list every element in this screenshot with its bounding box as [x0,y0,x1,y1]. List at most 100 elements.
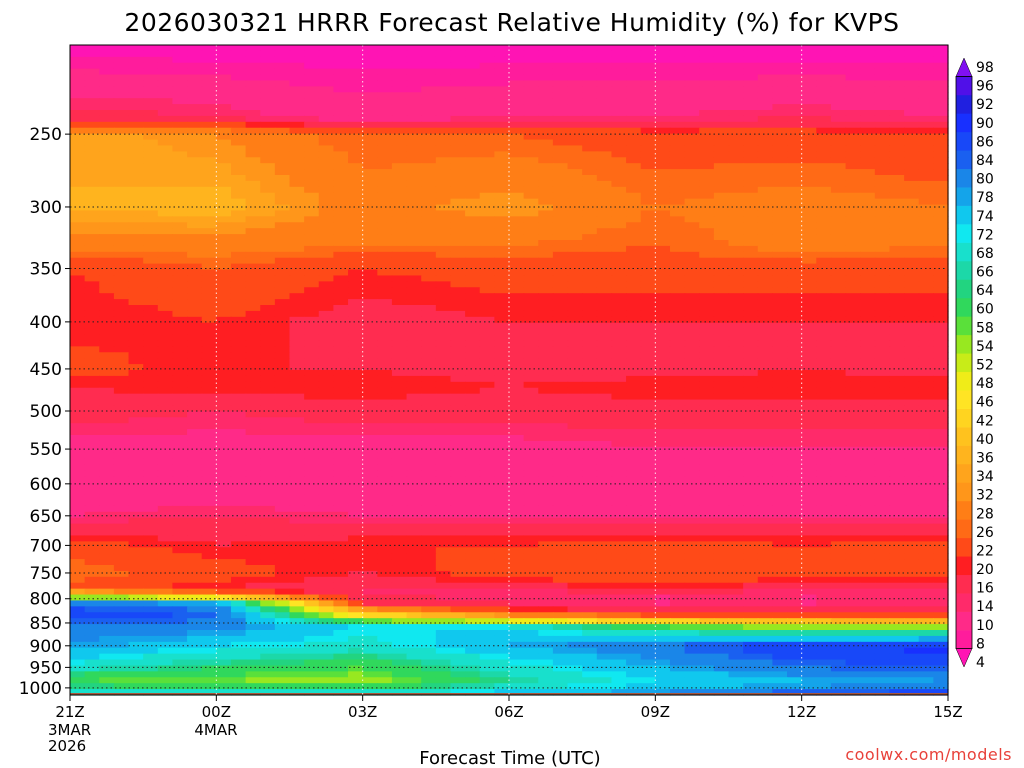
rh-cell [699,186,715,194]
rh-cell [757,68,773,76]
rh-cell [713,305,730,312]
rh-cell [655,251,671,259]
rh-cell [230,115,247,123]
rh-cell [391,381,408,389]
rh-cell [274,263,291,271]
rh-cell [728,293,744,300]
rh-cell [450,305,466,312]
rh-cell [918,287,934,294]
rh-cell [421,411,437,418]
rh-cell [70,56,86,64]
rh-cell [99,86,115,93]
rh-cell [845,269,861,277]
rh-cell [406,245,422,253]
rh-cell [889,127,905,135]
rh-cell [655,139,671,147]
rh-cell [450,476,466,483]
rh-cell [757,115,773,123]
rh-cell [318,328,334,336]
rh-cell [567,133,583,141]
rh-cell [201,163,217,170]
rh-cell [596,299,613,306]
rh-cell [904,251,920,259]
rh-cell [84,245,100,253]
rh-cell [260,482,276,489]
rh-cell [143,405,159,412]
rh-cell [904,175,920,182]
rh-cell [830,145,847,152]
rh-cell [699,458,715,466]
rh-cell [684,110,700,117]
rh-cell [318,529,334,537]
rh-cell [772,511,788,519]
rh-cell [157,86,174,93]
rh-cell [84,56,100,64]
rh-cell [172,435,188,442]
rh-cell [362,358,378,365]
rh-cell [626,446,642,454]
rh-cell [713,50,730,58]
rh-cell [260,151,276,158]
rh-cell [304,157,320,164]
rh-cell [435,429,452,436]
rh-cell [157,458,174,466]
rh-cell [230,488,247,495]
rh-cell [70,470,86,477]
rh-cell [260,228,276,235]
rh-cell [187,92,203,99]
rh-cell [918,399,934,407]
rh-cell [918,393,934,401]
rh-cell [596,92,613,99]
rh-cell [655,500,671,507]
rh-cell [84,340,100,347]
rh-cell [918,92,934,99]
rh-cell [201,387,217,395]
rh-cell [860,269,876,277]
rh-cell [333,500,349,507]
rh-cell [216,393,232,401]
rh-cell [450,523,466,531]
rh-cell [684,56,700,64]
rh-cell [304,316,320,324]
rh-cell [216,452,232,460]
rh-cell [728,529,744,537]
rh-cell [479,245,495,253]
rh-cell [362,334,378,342]
rh-cell [465,163,481,170]
rh-cell [933,50,949,58]
rh-cell [611,157,627,164]
rh-cell [523,358,539,365]
rh-cell [113,180,130,188]
rh-cell [757,139,773,147]
rh-cell [201,74,217,82]
rh-cell [84,127,100,135]
rh-cell [450,80,466,87]
rh-cell [187,322,203,330]
rh-cell [450,352,466,359]
rh-cell [187,511,203,519]
rh-cell [523,316,539,324]
rh-cell [523,110,539,117]
rh-cell [172,387,188,395]
rh-cell [406,263,422,271]
rh-cell [699,316,715,324]
rh-cell [435,399,452,407]
rh-cell [479,505,495,513]
rh-cell [377,446,393,454]
rh-cell [274,446,291,454]
rh-cell [904,340,920,347]
rh-cell [435,511,452,519]
rh-cell [509,299,525,306]
rh-cell [596,115,613,123]
rh-cell [362,423,378,430]
rh-cell [157,263,174,271]
rh-cell [230,110,247,117]
rh-cell [552,488,569,495]
rh-cell [582,458,598,466]
rh-cell [99,234,115,241]
rh-cell [845,458,861,466]
rh-cell [626,405,642,412]
rh-cell [304,186,320,194]
rh-cell [596,234,613,241]
rh-cell [787,98,803,105]
